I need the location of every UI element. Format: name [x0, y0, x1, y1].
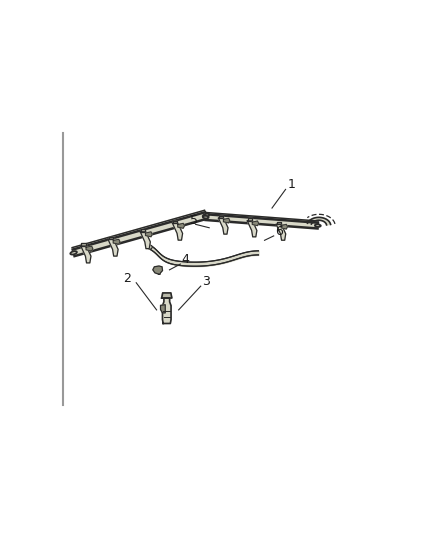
Text: 6: 6: [275, 225, 283, 238]
Ellipse shape: [71, 251, 77, 255]
Polygon shape: [248, 219, 252, 221]
Polygon shape: [113, 239, 120, 244]
Polygon shape: [86, 246, 93, 251]
Polygon shape: [173, 223, 183, 240]
Polygon shape: [81, 246, 91, 263]
Polygon shape: [219, 216, 223, 218]
Polygon shape: [161, 305, 165, 313]
Polygon shape: [72, 211, 205, 249]
Polygon shape: [153, 266, 162, 274]
Text: 1: 1: [287, 177, 295, 191]
Polygon shape: [219, 218, 228, 234]
Polygon shape: [247, 221, 257, 237]
Polygon shape: [108, 239, 118, 256]
Polygon shape: [109, 237, 113, 239]
Polygon shape: [162, 298, 171, 324]
Text: 5: 5: [190, 214, 198, 227]
Polygon shape: [178, 223, 184, 228]
Polygon shape: [223, 219, 230, 223]
Polygon shape: [281, 224, 287, 229]
Polygon shape: [206, 213, 318, 223]
Polygon shape: [276, 224, 286, 240]
Ellipse shape: [203, 216, 208, 219]
Text: 4: 4: [181, 253, 189, 266]
Polygon shape: [73, 212, 207, 256]
Polygon shape: [145, 232, 152, 237]
Polygon shape: [277, 222, 281, 224]
Polygon shape: [140, 232, 150, 248]
Polygon shape: [173, 221, 177, 223]
Ellipse shape: [148, 245, 152, 249]
Ellipse shape: [315, 224, 321, 227]
Text: 3: 3: [202, 275, 210, 288]
Polygon shape: [81, 244, 86, 246]
Polygon shape: [162, 293, 172, 298]
Ellipse shape: [203, 214, 209, 217]
Text: 2: 2: [123, 272, 131, 285]
Polygon shape: [141, 229, 145, 232]
Polygon shape: [205, 214, 318, 229]
Polygon shape: [307, 217, 331, 225]
Polygon shape: [252, 221, 258, 225]
